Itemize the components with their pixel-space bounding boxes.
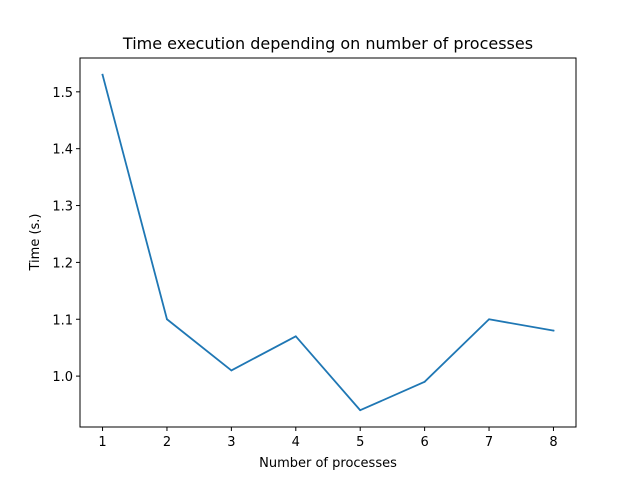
x-tick-label: 8	[549, 435, 557, 450]
data-point	[488, 318, 490, 321]
data-point	[359, 409, 362, 412]
plot-area	[101, 73, 555, 412]
x-tick-label: 7	[485, 435, 493, 450]
y-axis-ticks: 1.0 1.1 1.2 1.3 1.4 1.5	[52, 86, 80, 385]
y-axis-label: Time (s.)	[28, 214, 43, 272]
y-tick-label: 1.1	[52, 313, 73, 328]
x-tick-label: 1	[98, 435, 106, 450]
axes-frame	[79, 57, 577, 428]
data-point	[166, 318, 168, 321]
x-tick-label: 4	[292, 435, 300, 450]
data-point	[552, 329, 555, 332]
y-tick-label: 1.3	[52, 200, 73, 215]
series-line-0	[101, 73, 555, 412]
data-point	[101, 73, 104, 76]
y-tick-label: 1.0	[52, 370, 73, 385]
x-tick-label: 5	[356, 435, 364, 450]
data-point	[294, 335, 297, 338]
x-axis-ticks: 1 2 3 4 5 6 7 8	[98, 427, 558, 450]
data-point	[423, 380, 426, 383]
x-tick-label: 6	[420, 435, 428, 450]
x-tick-label: 3	[227, 435, 235, 450]
data-point	[230, 369, 233, 372]
x-tick-label: 2	[163, 435, 171, 450]
chart-title: Time execution depending on number of pr…	[122, 34, 533, 53]
x-axis-label: Number of processes	[259, 456, 397, 471]
y-tick-label: 1.4	[52, 143, 73, 158]
y-tick-label: 1.2	[52, 256, 73, 271]
y-tick-label: 1.5	[52, 86, 73, 101]
